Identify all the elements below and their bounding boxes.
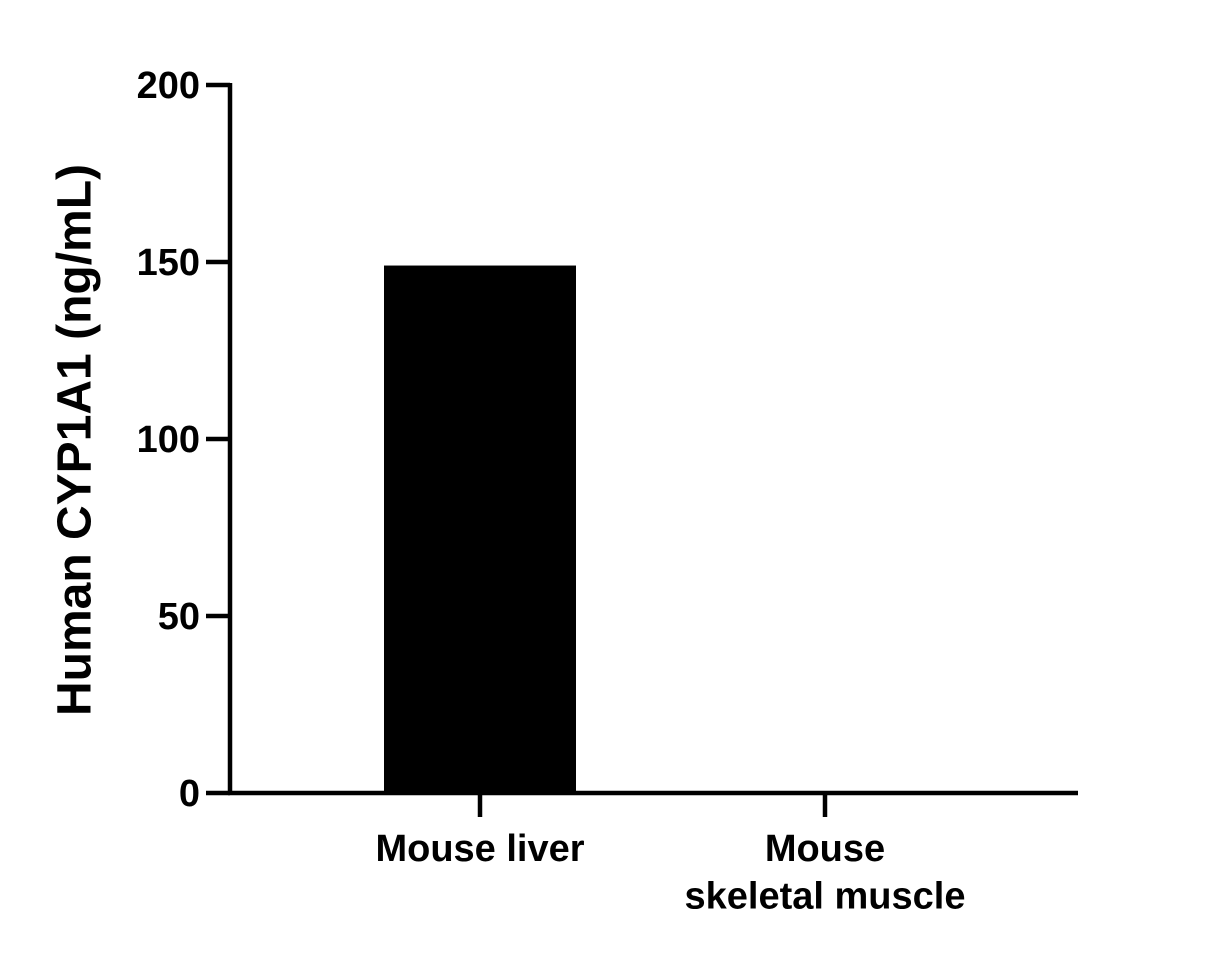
- x-tick-label: Mouse liver: [375, 828, 584, 870]
- y-axis-label: Human CYP1A1 (ng/mL): [49, 164, 102, 716]
- x-tick-label: Mouse skeletal muscle: [685, 828, 966, 918]
- bar: [384, 265, 576, 793]
- y-tick-label: 0: [179, 773, 200, 815]
- y-tick-label: 50: [158, 596, 200, 638]
- y-tick-label: 100: [137, 419, 200, 461]
- y-tick-label: 200: [137, 65, 200, 107]
- y-tick-label: 150: [137, 242, 200, 284]
